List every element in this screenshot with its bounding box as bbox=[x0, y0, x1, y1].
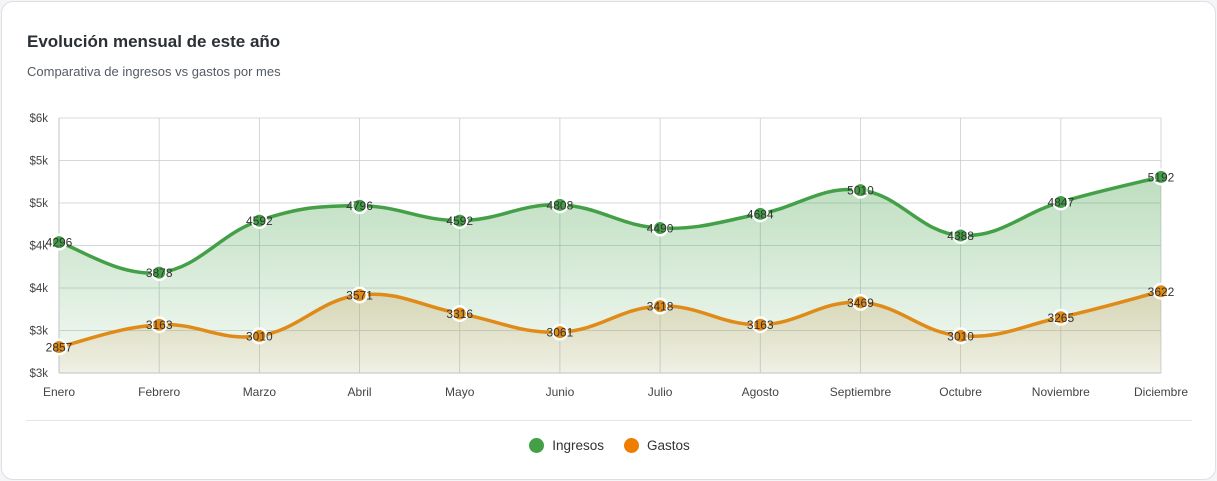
y-tick-label: $5k bbox=[29, 156, 48, 168]
x-tick-label: Febrero bbox=[138, 385, 180, 399]
y-tick-label: $4k bbox=[29, 241, 48, 253]
legend-label-gastos: Gastos bbox=[647, 438, 690, 453]
data-point-ingresos bbox=[1155, 170, 1167, 183]
data-point-ingresos bbox=[954, 229, 967, 242]
x-tick-label: Octubre bbox=[939, 385, 982, 399]
data-label-ingresos: 4808 bbox=[547, 198, 574, 212]
data-label-gastos: 3418 bbox=[647, 300, 674, 314]
y-tick-label: $6k bbox=[29, 113, 48, 125]
legend-item-ingresos[interactable]: Ingresos bbox=[529, 438, 604, 453]
x-tick-label: Enero bbox=[43, 385, 75, 399]
data-label-ingresos: 4388 bbox=[947, 229, 974, 243]
y-tick-label: $3k bbox=[29, 368, 48, 380]
data-label-ingresos: 4847 bbox=[1047, 196, 1074, 210]
area-gastos bbox=[59, 291, 1161, 373]
data-point-ingresos bbox=[1054, 196, 1067, 209]
x-tick-label: Noviembre bbox=[1032, 385, 1090, 399]
data-point-ingresos bbox=[654, 222, 667, 235]
data-point-gastos bbox=[353, 288, 366, 301]
data-point-ingresos bbox=[854, 184, 867, 197]
data-point-gastos bbox=[1054, 311, 1067, 324]
data-label-gastos: 3622 bbox=[1148, 285, 1175, 299]
data-point-gastos bbox=[754, 318, 767, 331]
x-tick-label: Marzo bbox=[243, 385, 277, 399]
legend-swatch-gastos bbox=[624, 438, 639, 453]
line-gastos bbox=[58, 289, 1162, 349]
data-point-gastos bbox=[253, 329, 266, 342]
legend-item-gastos[interactable]: Gastos bbox=[624, 438, 690, 453]
chart-lines bbox=[58, 175, 1162, 349]
line-ingresos bbox=[58, 175, 1162, 275]
data-point-gastos bbox=[153, 318, 166, 331]
y-tick-label: $5k bbox=[29, 198, 48, 210]
data-point-gastos bbox=[553, 326, 566, 339]
data-point-gastos bbox=[954, 329, 967, 342]
data-point-gastos bbox=[1155, 285, 1167, 298]
data-label-gastos: 2857 bbox=[46, 340, 73, 354]
data-point-gastos bbox=[453, 307, 466, 320]
data-point-ingresos bbox=[453, 214, 466, 227]
x-tick-label: Septiembre bbox=[830, 385, 892, 399]
data-point-ingresos bbox=[53, 236, 65, 249]
x-tick-label: Mayo bbox=[445, 385, 475, 399]
data-label-ingresos: 4296 bbox=[46, 236, 73, 250]
data-label-gastos: 3010 bbox=[246, 329, 273, 343]
data-point-ingresos bbox=[353, 199, 366, 212]
data-label-ingresos: 5192 bbox=[1148, 170, 1175, 184]
card-subtitle: Comparativa de ingresos vs gastos por me… bbox=[27, 64, 281, 79]
data-point-gastos bbox=[854, 296, 867, 309]
chart-points: 4296 3878 4592 4796 4592 4808 4490 4684 5010 4388… bbox=[46, 168, 1175, 356]
x-tick-label: Julio bbox=[648, 385, 673, 399]
legend-label-ingresos: Ingresos bbox=[552, 438, 604, 453]
data-label-gastos: 3265 bbox=[1047, 311, 1074, 325]
data-label-ingresos: 4796 bbox=[346, 199, 373, 213]
y-tick-label: $3k bbox=[29, 326, 48, 338]
data-point-ingresos bbox=[754, 207, 767, 220]
data-label-ingresos: 4684 bbox=[747, 207, 774, 221]
data-label-gastos: 3469 bbox=[847, 296, 874, 310]
data-point-gastos bbox=[53, 340, 65, 353]
data-label-gastos: 3571 bbox=[346, 288, 373, 302]
data-label-ingresos: 4592 bbox=[446, 214, 473, 228]
x-tick-label: Diciembre bbox=[1134, 385, 1188, 399]
data-label-gastos: 3010 bbox=[947, 329, 974, 343]
data-label-ingresos: 4490 bbox=[647, 222, 674, 236]
data-label-gastos: 3316 bbox=[446, 307, 473, 321]
data-point-ingresos bbox=[553, 198, 566, 211]
chart-axes: $3k $3k $4k $4k $5k $5k $6k Enero Febrero Marzo Ab… bbox=[29, 113, 1188, 399]
data-label-gastos: 3163 bbox=[747, 318, 774, 332]
x-tick-label: Agosto bbox=[742, 385, 780, 399]
data-label-ingresos: 4592 bbox=[246, 214, 273, 228]
data-point-gastos bbox=[654, 300, 667, 313]
chart-legend: Ingresos Gastos bbox=[2, 438, 1217, 453]
data-point-ingresos bbox=[253, 214, 266, 227]
legend-divider bbox=[26, 420, 1192, 421]
x-tick-label: Junio bbox=[546, 385, 575, 399]
data-label-gastos: 3163 bbox=[146, 318, 173, 332]
data-label-gastos: 3061 bbox=[547, 326, 574, 340]
data-label-ingresos: 5010 bbox=[847, 184, 874, 198]
data-point-ingresos bbox=[153, 266, 166, 279]
y-tick-label: $4k bbox=[29, 283, 48, 295]
data-label-ingresos: 3878 bbox=[146, 266, 173, 280]
card-title: Evolución mensual de este año bbox=[27, 32, 281, 51]
x-tick-label: Abril bbox=[348, 385, 372, 399]
legend-swatch-ingresos bbox=[529, 438, 545, 453]
chart-areas bbox=[59, 176, 1161, 373]
